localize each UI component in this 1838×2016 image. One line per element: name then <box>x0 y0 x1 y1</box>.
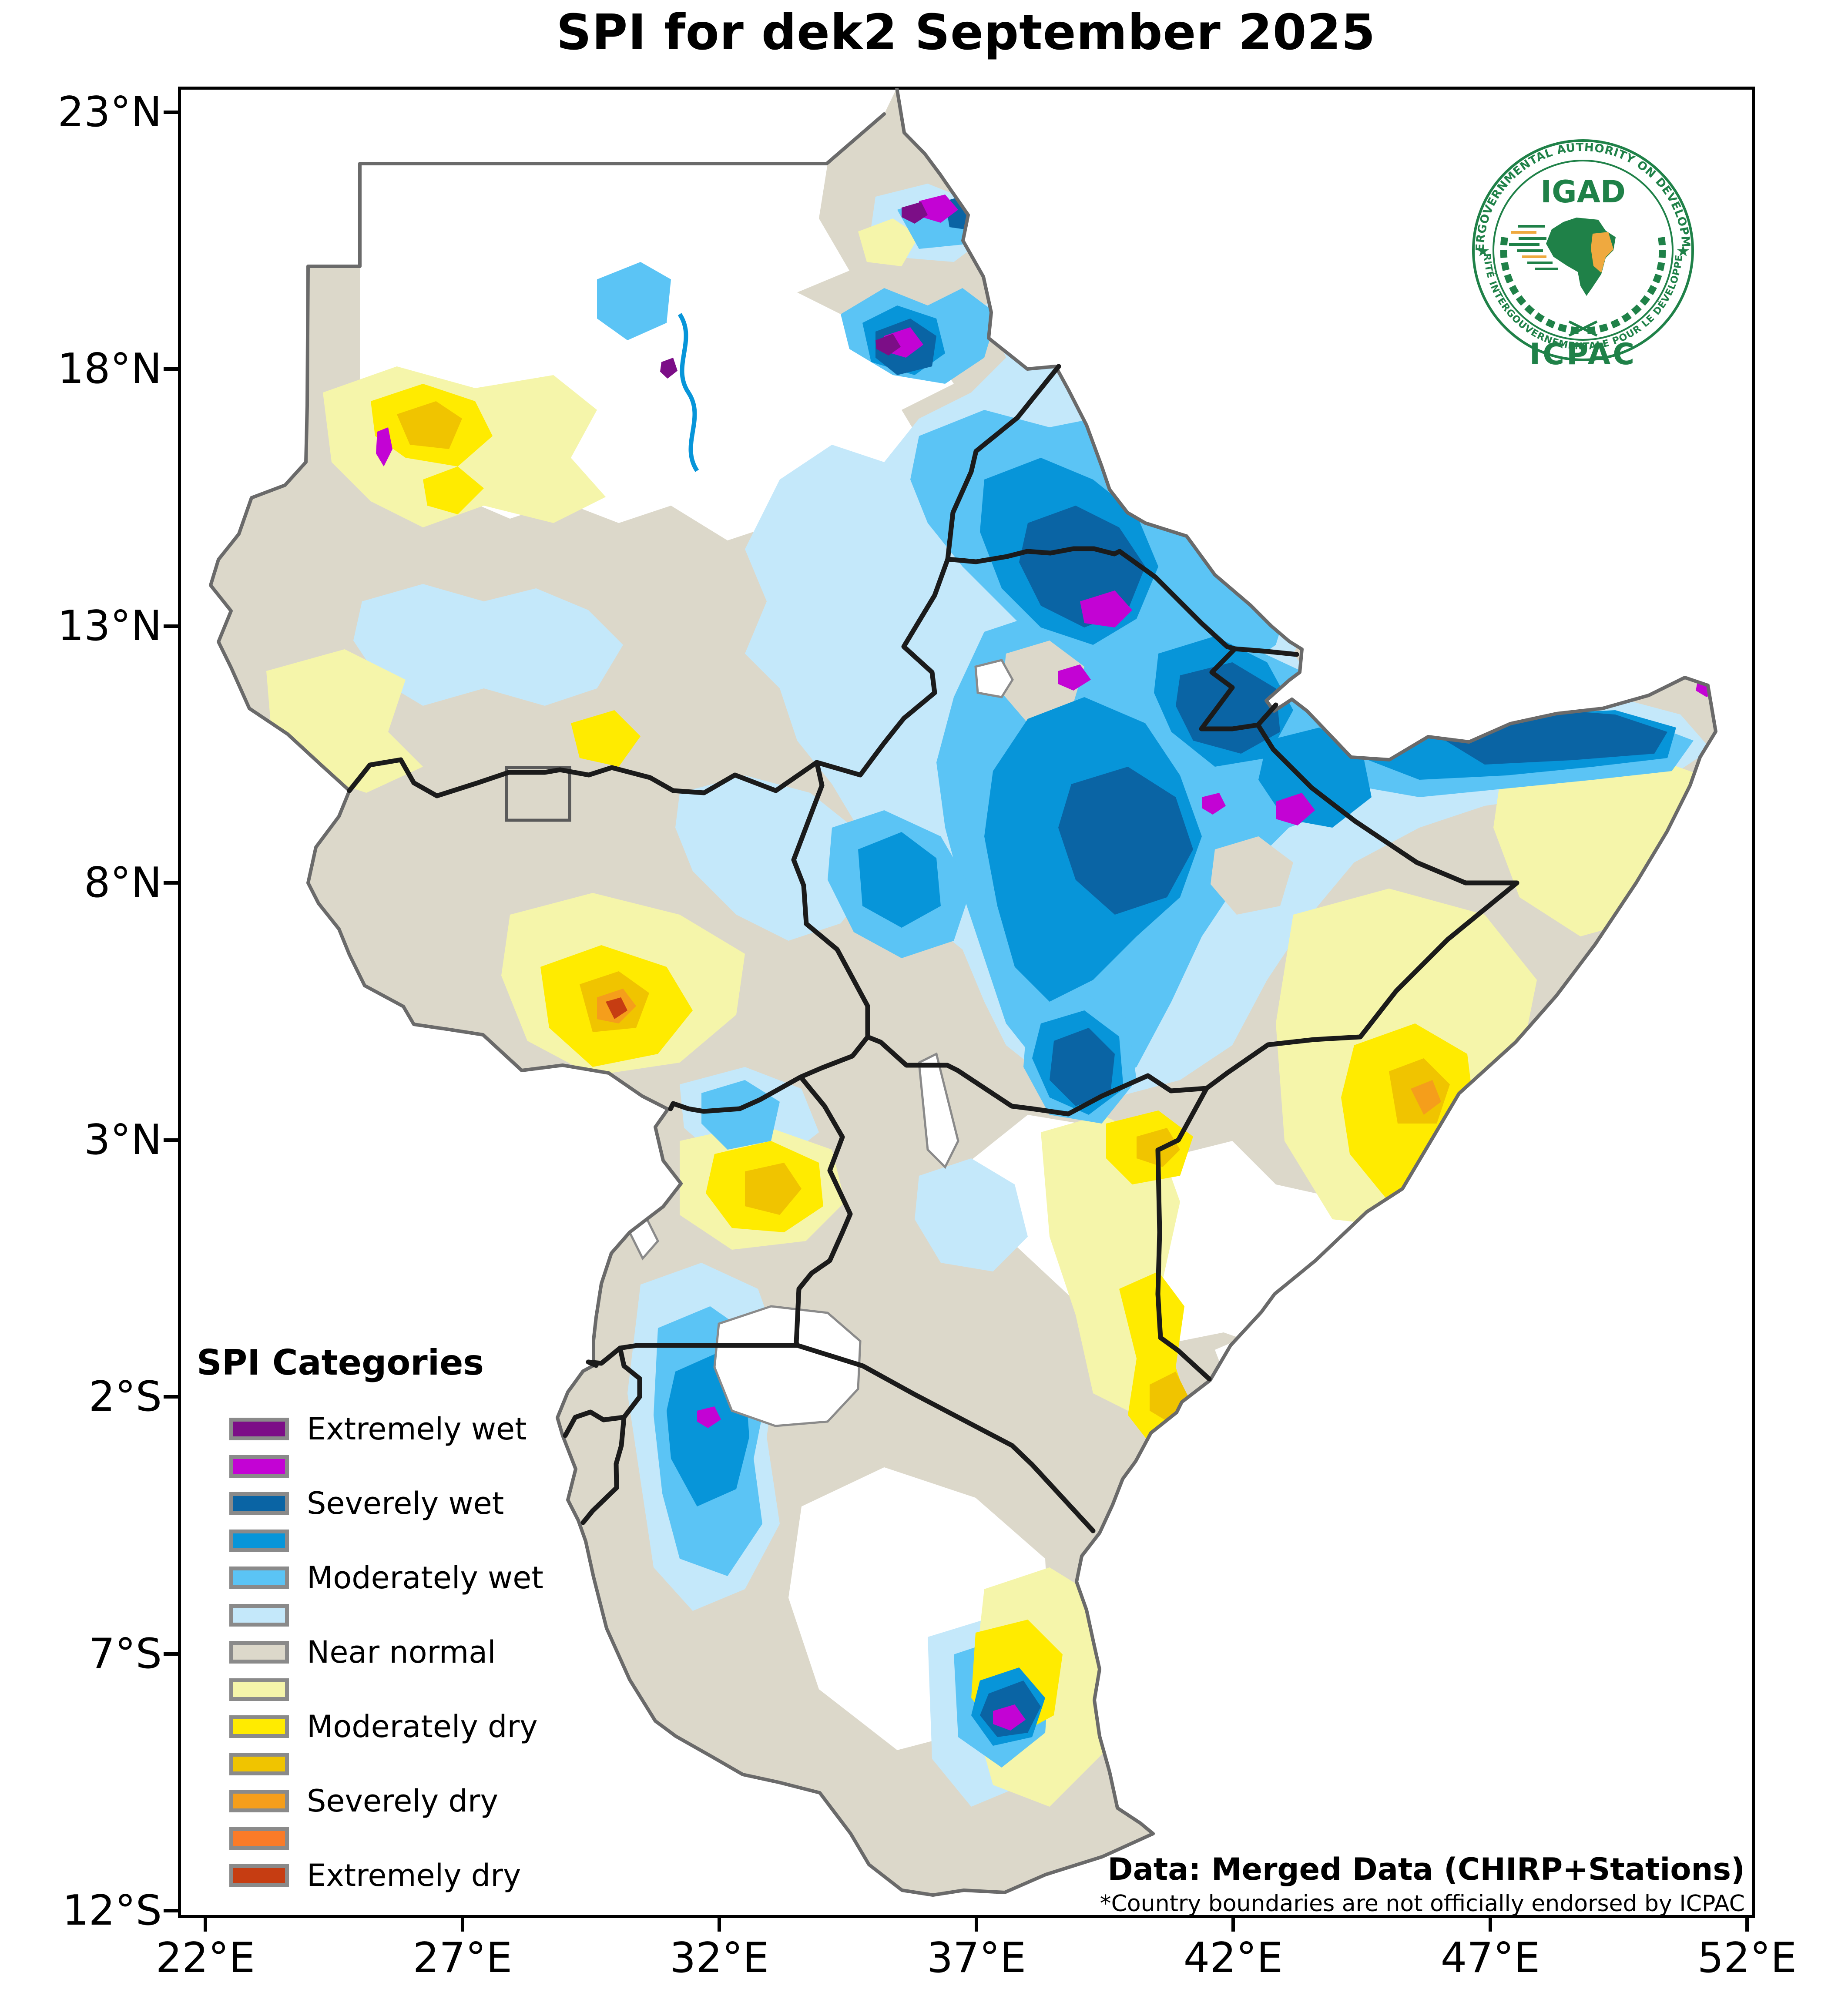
lat-tick-mark <box>164 367 179 371</box>
lat-tick-label: 13°N <box>57 602 162 650</box>
speed-lines <box>1509 225 1558 270</box>
lake-victoria <box>713 1305 862 1427</box>
lon-tick-label: 27°E <box>413 1934 513 1982</box>
boundaries-disclaimer: *Country boundaries are not officially e… <box>1100 1891 1745 1917</box>
lat-tick-mark <box>164 1909 179 1912</box>
lat-tick-label: 3°N <box>84 1116 162 1164</box>
legend-swatch-2 <box>229 1492 289 1515</box>
lat-tick-mark <box>164 1395 179 1399</box>
legend-swatch-4 <box>229 1567 289 1589</box>
legend-swatch-11 <box>229 1827 289 1850</box>
logo-inner-ring <box>1493 160 1674 341</box>
legend-swatch-6 <box>229 1641 289 1664</box>
lon-tick-mark <box>461 1916 464 1932</box>
lon-tick-mark <box>975 1916 978 1932</box>
igad-region-highlight <box>1591 232 1613 273</box>
lat-tick-label: 2°S <box>88 1373 162 1421</box>
legend-label: Extremely dry <box>307 1858 521 1893</box>
lake-turkana <box>918 1052 959 1169</box>
lon-tick-label: 47°E <box>1440 1934 1540 1982</box>
lon-tick-mark <box>204 1916 207 1932</box>
map-canvas <box>209 88 1717 1897</box>
country-borders <box>347 364 1519 1533</box>
legend-swatch-5 <box>229 1604 289 1627</box>
lon-tick-label: 42°E <box>1183 1934 1283 1982</box>
lat-tick-label: 8°N <box>84 859 162 907</box>
lon-tick-label: 22°E <box>155 1934 255 1982</box>
legend-swatch-9 <box>229 1753 289 1775</box>
legend-label: Moderately wet <box>307 1560 543 1596</box>
logo-star-left: ★ <box>1476 242 1490 260</box>
lat-tick-label: 12°S <box>62 1887 162 1935</box>
lon-tick-label: 52°E <box>1697 1934 1797 1982</box>
legend-label: Near normal <box>307 1634 496 1670</box>
lat-tick-mark <box>164 624 179 628</box>
data-source-note: Data: Merged Data (CHIRP+Stations) <box>1107 1852 1745 1887</box>
legend-swatch-0 <box>229 1418 289 1440</box>
legend-label: Severely dry <box>307 1783 499 1819</box>
lat-tick-mark <box>164 111 179 114</box>
igad-icpac-logo: INTERGOVERNMENTAL AUTHORITY ON DEVELOPME… <box>1472 139 1694 372</box>
lat-tick-mark <box>164 1652 179 1656</box>
laurel-stems <box>1568 320 1598 337</box>
lon-tick-mark <box>1745 1916 1749 1932</box>
laurel-right <box>1587 232 1666 334</box>
lon-tick-mark <box>718 1916 721 1932</box>
logo-org-text: IGAD <box>1540 174 1626 210</box>
legend-label: Extremely wet <box>307 1411 527 1447</box>
page-title: SPI for dek2 September 2025 <box>556 4 1376 61</box>
lon-tick-label: 32°E <box>669 1934 769 1982</box>
logo-star-right: ★ <box>1676 242 1690 260</box>
logo-center-label: ICPAC <box>1529 337 1637 372</box>
coastline <box>895 88 1717 1835</box>
nile-river <box>678 313 699 472</box>
legend-swatch-10 <box>229 1790 289 1812</box>
lat-tick-label: 18°N <box>57 345 162 393</box>
lat-tick-mark <box>164 1138 179 1142</box>
lat-tick-label: 7°S <box>88 1630 162 1678</box>
legend-label: Moderately dry <box>307 1709 538 1744</box>
legend-swatch-8 <box>229 1715 289 1738</box>
international-borders <box>209 88 1717 1897</box>
lon-tick-mark <box>1489 1916 1492 1932</box>
legend-title: SPI Categories <box>197 1342 484 1383</box>
lat-tick-label: 23°N <box>57 88 162 136</box>
legend-swatch-1 <box>229 1455 289 1478</box>
lake-tana <box>974 659 1014 698</box>
legend-label: Severely wet <box>307 1486 504 1521</box>
legend-swatch-7 <box>229 1678 289 1701</box>
laurel-left <box>1500 232 1579 334</box>
lon-tick-label: 37°E <box>926 1934 1026 1982</box>
logo-outer-ring <box>1472 139 1694 361</box>
legend-swatch-12 <box>229 1864 289 1887</box>
map-frame <box>178 87 1755 1918</box>
legend-swatch-3 <box>229 1530 289 1552</box>
lat-tick-mark <box>164 881 179 885</box>
lon-tick-mark <box>1231 1916 1235 1932</box>
africa-silhouette <box>1509 218 1616 296</box>
abyei-box <box>505 766 571 822</box>
